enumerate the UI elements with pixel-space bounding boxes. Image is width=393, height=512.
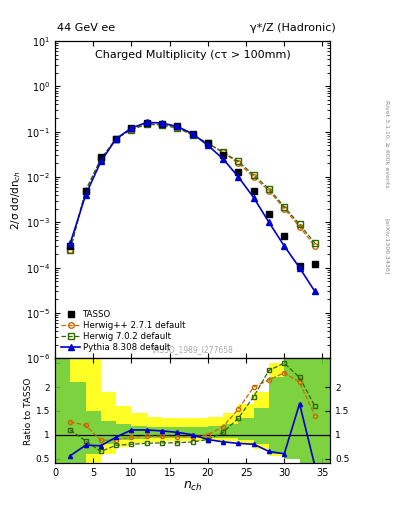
Text: 44 GeV ee: 44 GeV ee — [57, 23, 115, 33]
TASSO — [68, 243, 73, 249]
Herwig++ 2.7.1 default — [236, 160, 241, 166]
Pythia 8.308 default — [68, 240, 73, 246]
Herwig++ 2.7.1 default — [266, 187, 271, 194]
Pythia 8.308 default — [282, 243, 286, 249]
Herwig 7.0.2 default — [206, 140, 210, 146]
Y-axis label: Ratio to TASSO: Ratio to TASSO — [24, 377, 33, 444]
Herwig 7.0.2 default — [114, 136, 119, 142]
TASSO — [206, 140, 210, 146]
Pythia 8.308 default — [83, 192, 88, 198]
TASSO — [297, 263, 302, 269]
Herwig 7.0.2 default — [297, 221, 302, 227]
Text: Rivet 3.1.10, ≥ 600k events: Rivet 3.1.10, ≥ 600k events — [385, 99, 389, 187]
Herwig 7.0.2 default — [236, 158, 241, 164]
Herwig 7.0.2 default — [221, 150, 226, 156]
Herwig 7.0.2 default — [99, 156, 103, 162]
TASSO — [312, 261, 317, 267]
Pythia 8.308 default — [297, 265, 302, 271]
Text: TASSO_1989_I277658: TASSO_1989_I277658 — [151, 345, 234, 354]
Herwig 7.0.2 default — [175, 125, 180, 131]
Pythia 8.308 default — [114, 136, 119, 142]
Herwig++ 2.7.1 default — [312, 243, 317, 249]
Herwig++ 2.7.1 default — [129, 126, 134, 132]
TASSO — [175, 123, 180, 130]
Herwig++ 2.7.1 default — [68, 247, 73, 253]
Pythia 8.308 default — [266, 219, 271, 225]
Text: γ*/Z (Hadronic): γ*/Z (Hadronic) — [250, 23, 336, 33]
Legend: TASSO, Herwig++ 2.7.1 default, Herwig 7.0.2 default, Pythia 8.308 default: TASSO, Herwig++ 2.7.1 default, Herwig 7.… — [59, 308, 188, 354]
Pythia 8.308 default — [190, 131, 195, 137]
Text: Charged Multiplicity (cτ > 100mm): Charged Multiplicity (cτ > 100mm) — [95, 51, 290, 60]
TASSO — [144, 120, 149, 126]
Y-axis label: 2/σ dσ/dn$_{ch}$: 2/σ dσ/dn$_{ch}$ — [9, 169, 23, 230]
Herwig++ 2.7.1 default — [175, 124, 180, 131]
TASSO — [160, 121, 164, 127]
Herwig++ 2.7.1 default — [206, 140, 210, 146]
X-axis label: $n_{ch}$: $n_{ch}$ — [183, 480, 202, 493]
TASSO — [282, 233, 286, 239]
TASSO — [221, 152, 226, 158]
Herwig++ 2.7.1 default — [114, 136, 119, 142]
Herwig 7.0.2 default — [282, 204, 286, 210]
Herwig 7.0.2 default — [83, 187, 88, 194]
Pythia 8.308 default — [252, 195, 256, 201]
Herwig 7.0.2 default — [190, 132, 195, 138]
Herwig++ 2.7.1 default — [190, 132, 195, 138]
Herwig++ 2.7.1 default — [160, 121, 164, 127]
TASSO — [129, 125, 134, 131]
TASSO — [114, 136, 119, 142]
Herwig++ 2.7.1 default — [282, 206, 286, 212]
Pythia 8.308 default — [175, 123, 180, 130]
Herwig 7.0.2 default — [160, 122, 164, 128]
TASSO — [236, 169, 241, 175]
TASSO — [252, 187, 256, 194]
Herwig++ 2.7.1 default — [99, 156, 103, 162]
TASSO — [83, 187, 88, 194]
TASSO — [190, 131, 195, 137]
Herwig++ 2.7.1 default — [252, 174, 256, 180]
Herwig 7.0.2 default — [252, 172, 256, 178]
Pythia 8.308 default — [160, 120, 164, 126]
Pythia 8.308 default — [144, 119, 149, 125]
Pythia 8.308 default — [312, 288, 317, 294]
Herwig 7.0.2 default — [266, 186, 271, 192]
TASSO — [266, 211, 271, 218]
Line: Herwig++ 2.7.1 default: Herwig++ 2.7.1 default — [68, 121, 318, 252]
Pythia 8.308 default — [206, 142, 210, 148]
Text: [arXiv:1306.3436]: [arXiv:1306.3436] — [385, 218, 389, 274]
Pythia 8.308 default — [99, 158, 103, 164]
Herwig 7.0.2 default — [144, 121, 149, 127]
Herwig++ 2.7.1 default — [221, 150, 226, 156]
Herwig++ 2.7.1 default — [144, 121, 149, 127]
Pythia 8.308 default — [236, 174, 241, 180]
Pythia 8.308 default — [129, 125, 134, 131]
Herwig++ 2.7.1 default — [83, 187, 88, 194]
Herwig++ 2.7.1 default — [297, 224, 302, 230]
Line: Herwig 7.0.2 default: Herwig 7.0.2 default — [68, 121, 318, 252]
Line: Pythia 8.308 default: Pythia 8.308 default — [68, 120, 318, 294]
Pythia 8.308 default — [221, 156, 226, 162]
Herwig 7.0.2 default — [312, 240, 317, 246]
TASSO — [99, 154, 103, 160]
Line: TASSO: TASSO — [68, 120, 318, 269]
Herwig 7.0.2 default — [68, 247, 73, 253]
Herwig 7.0.2 default — [129, 126, 134, 133]
